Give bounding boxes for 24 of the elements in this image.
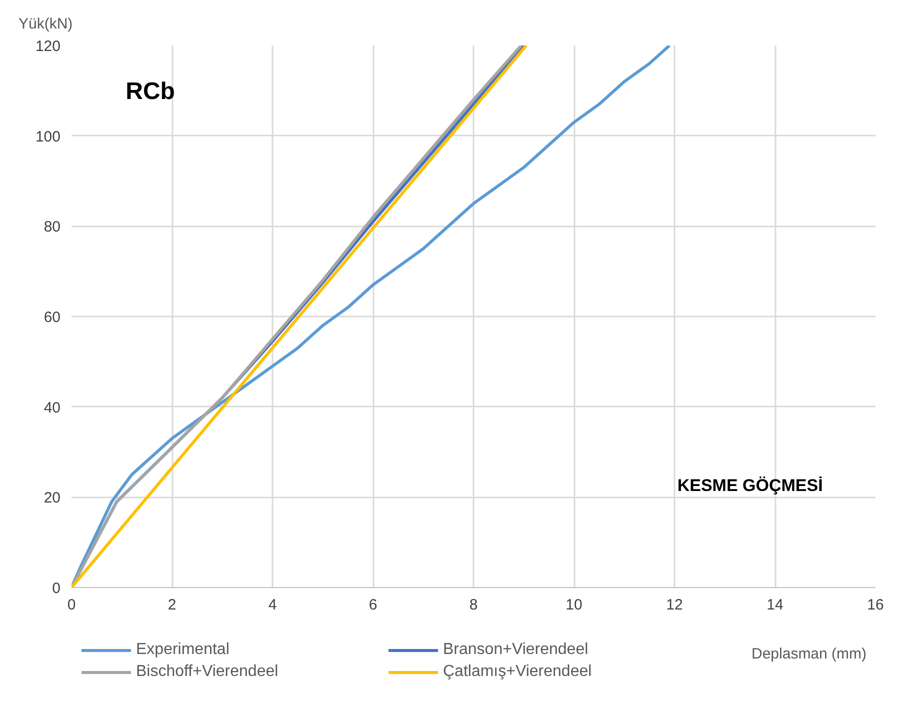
legend-label: Experimental <box>136 641 230 659</box>
x-tick-label: 0 <box>67 596 76 614</box>
y-tick-label: 40 <box>44 399 61 416</box>
x-tick-label: 16 <box>867 596 884 614</box>
annotation: RCb <box>126 78 175 106</box>
x-tick-label: 4 <box>268 596 277 614</box>
x-tick-label: 2 <box>168 596 176 614</box>
x-axis-title: Deplasman (mm) <box>752 646 867 662</box>
legend-label: Çatlamış+Vierendeel <box>443 663 593 681</box>
y-axis-title: Yük(kN) <box>18 16 73 32</box>
y-tick-label: 60 <box>44 309 61 326</box>
x-tick-label: 12 <box>666 596 683 614</box>
x-tick-label: 6 <box>368 596 378 614</box>
annotation: KESME GÖÇMESİ <box>677 476 823 496</box>
y-tick-label: 20 <box>44 490 61 507</box>
y-tick-label: 0 <box>52 580 60 597</box>
y-tick-label: 120 <box>35 38 61 55</box>
x-tick-label: 10 <box>566 596 582 614</box>
y-tick-label: 80 <box>44 218 61 236</box>
y-tick-label: 100 <box>35 128 61 146</box>
x-tick-label: 8 <box>469 596 478 614</box>
legend-label: Branson+Vierendeel <box>443 641 590 659</box>
legend-label: Bischoff+Vierendeel <box>136 663 280 681</box>
x-tick-label: 14 <box>766 596 784 614</box>
